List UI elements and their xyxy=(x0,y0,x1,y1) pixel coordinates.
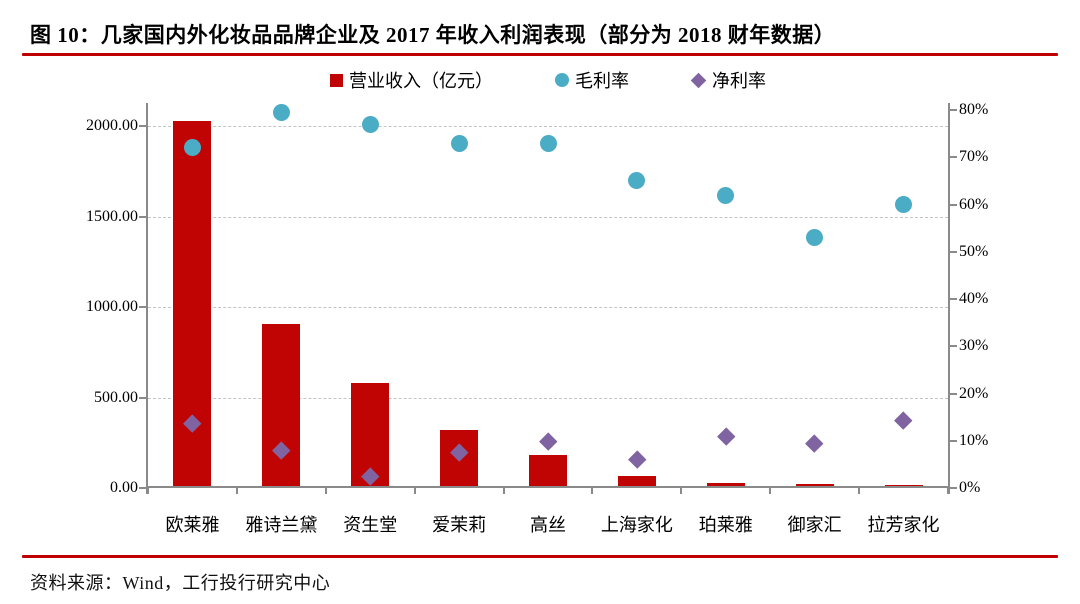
source-note: 资料来源：Wind，工行投行研究中心 xyxy=(30,573,331,593)
category-label: 爱茉莉 xyxy=(432,515,487,535)
gridline xyxy=(148,126,948,128)
category-label: 雅诗兰黛 xyxy=(245,515,318,535)
right-axis-label: 40% xyxy=(959,290,989,308)
right-axis-tick xyxy=(948,250,957,253)
right-axis-label: 10% xyxy=(959,431,989,449)
legend-item: 毛利率 xyxy=(555,67,629,93)
left-axis-label: 1500.00 xyxy=(86,207,138,225)
category-label: 资生堂 xyxy=(343,515,398,535)
gridline xyxy=(148,397,948,399)
left-axis-label: 1000.00 xyxy=(86,298,138,316)
x-axis-tick xyxy=(502,486,505,494)
figure-title: 图 10：几家国内外化妆品品牌企业及 2017 年收入利润表现（部分为 2018… xyxy=(30,23,836,47)
right-axis-tick xyxy=(948,109,957,112)
right-axis-label: 80% xyxy=(959,101,989,119)
gridline xyxy=(148,216,948,218)
chart-legend: 营业收入（亿元） 毛利率 净利率 xyxy=(148,66,948,94)
right-axis-label: 0% xyxy=(959,479,981,496)
left-axis-label: 0.00 xyxy=(110,479,138,496)
x-axis-tick xyxy=(413,486,416,494)
right-axis-tick xyxy=(948,345,957,348)
legend-item: 净利率 xyxy=(690,67,766,93)
legend-label: 毛利率 xyxy=(575,71,629,91)
right-axis-label: 30% xyxy=(959,337,989,355)
legend-label: 营业收入（亿元） xyxy=(349,71,493,91)
gross-margin-point xyxy=(895,196,913,214)
net-margin-point xyxy=(716,427,735,445)
chart-plot-area: 0.00 500.00 1000.00 1500.00 2000.00 0% 10% 20% 3… xyxy=(86,101,988,535)
x-axis-line xyxy=(146,486,950,488)
right-axis-label: 60% xyxy=(959,195,989,213)
revenue-bar xyxy=(706,483,745,488)
circle-marker-icon xyxy=(555,73,569,87)
left-axis-label: 2000.00 xyxy=(86,117,138,135)
category-label: 高丝 xyxy=(530,515,566,535)
net-margin-point xyxy=(805,434,824,452)
x-axis-tick xyxy=(947,486,949,494)
revenue-bar xyxy=(173,121,212,488)
gross-margin-point xyxy=(539,134,557,152)
right-axis-label: 50% xyxy=(959,242,989,260)
left-axis-tick xyxy=(139,306,148,309)
right-axis-tick xyxy=(948,203,957,206)
net-margin-point xyxy=(894,411,913,430)
left-axis-tick xyxy=(139,396,148,399)
revenue-bar xyxy=(529,454,567,488)
right-axis-tick xyxy=(948,487,957,489)
footer-divider-line xyxy=(22,555,1058,558)
left-axis-line xyxy=(146,103,148,494)
gross-margin-point xyxy=(183,139,201,157)
gross-margin-point xyxy=(806,229,824,247)
gridline xyxy=(148,307,948,309)
right-axis-label: 20% xyxy=(959,384,989,402)
legend-label: 净利率 xyxy=(712,71,766,91)
title-divider-line xyxy=(22,53,1058,56)
x-axis-tick xyxy=(147,486,149,494)
right-axis-tick xyxy=(948,156,957,159)
x-axis-tick xyxy=(324,486,327,494)
gross-margin-point xyxy=(628,172,646,190)
category-label: 拉芳家化 xyxy=(867,515,940,535)
square-marker-icon xyxy=(330,73,343,87)
net-margin-point xyxy=(628,450,646,469)
left-axis-tick xyxy=(139,487,148,489)
right-axis-tick xyxy=(948,298,957,301)
net-margin-point xyxy=(539,431,557,450)
x-axis-tick xyxy=(858,486,861,494)
category-label: 欧莱雅 xyxy=(165,515,220,535)
left-axis-tick xyxy=(139,125,148,128)
x-axis-tick xyxy=(591,486,594,494)
left-axis-tick xyxy=(139,215,148,218)
category-label: 御家汇 xyxy=(787,515,842,535)
right-axis-tick xyxy=(948,439,957,442)
right-axis-label: 70% xyxy=(959,148,989,166)
left-axis-label: 500.00 xyxy=(94,388,138,406)
gross-margin-point xyxy=(361,115,379,133)
gross-margin-point xyxy=(450,134,468,152)
revenue-bar xyxy=(617,476,656,488)
x-axis-tick xyxy=(235,486,238,494)
gross-margin-point xyxy=(717,186,735,204)
x-axis-tick xyxy=(769,486,772,494)
diamond-marker-icon xyxy=(690,72,707,88)
category-label: 上海家化 xyxy=(600,515,673,535)
right-axis-tick xyxy=(948,392,957,395)
category-label: 珀莱雅 xyxy=(698,515,753,535)
revenue-bar xyxy=(262,323,301,488)
x-axis-tick xyxy=(680,486,683,494)
gross-margin-point xyxy=(272,103,290,121)
legend-item: 营业收入（亿元） xyxy=(330,67,493,93)
